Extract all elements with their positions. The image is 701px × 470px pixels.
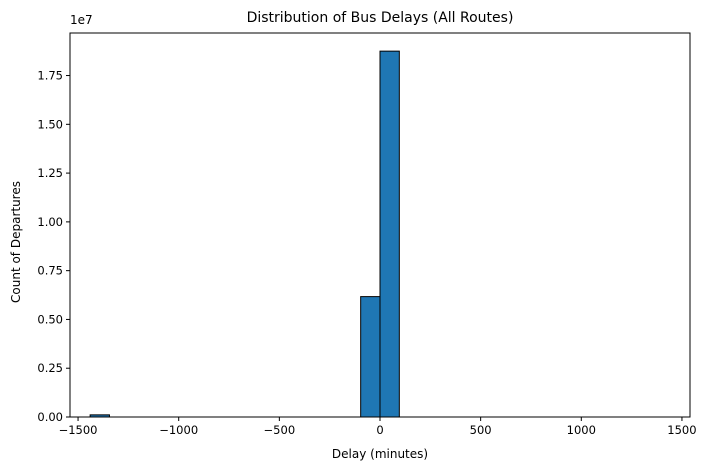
chart-title: Distribution of Bus Delays (All Routes) xyxy=(247,10,514,26)
y-axis-offset-text: 1e7 xyxy=(70,13,93,27)
y-tick-label: 1.00 xyxy=(37,215,63,229)
histogram-bar xyxy=(360,296,381,418)
y-tick-label: 0.75 xyxy=(37,264,63,278)
y-tick-label: 1.25 xyxy=(37,166,63,180)
bars-group xyxy=(89,50,400,418)
y-axis-label: Count of Departures xyxy=(9,181,23,303)
x-axis-label: Delay (minutes) xyxy=(332,447,428,461)
x-tick-label: 1000 xyxy=(567,423,596,437)
x-tick-label: 500 xyxy=(470,423,492,437)
y-tick-label: 0.25 xyxy=(37,361,63,375)
y-tick-label: 0.50 xyxy=(37,312,63,326)
x-tick-label: −500 xyxy=(264,423,296,437)
x-ticks-group: −1500 −1000 −500 0 500 1000 1500 xyxy=(59,417,697,437)
y-tick-label: 1.75 xyxy=(37,69,63,83)
x-tick-label: −1000 xyxy=(159,423,198,437)
histogram-bar xyxy=(379,50,400,418)
x-tick-label: 1500 xyxy=(667,423,696,437)
y-ticks-group: 0.00 0.25 0.50 0.75 1.00 1.25 1.50 1.75 xyxy=(37,69,70,424)
y-tick-label: 0.00 xyxy=(37,410,63,424)
y-tick-label: 1.50 xyxy=(37,117,63,131)
x-tick-label: 0 xyxy=(376,423,383,437)
x-tick-label: −1500 xyxy=(59,423,98,437)
